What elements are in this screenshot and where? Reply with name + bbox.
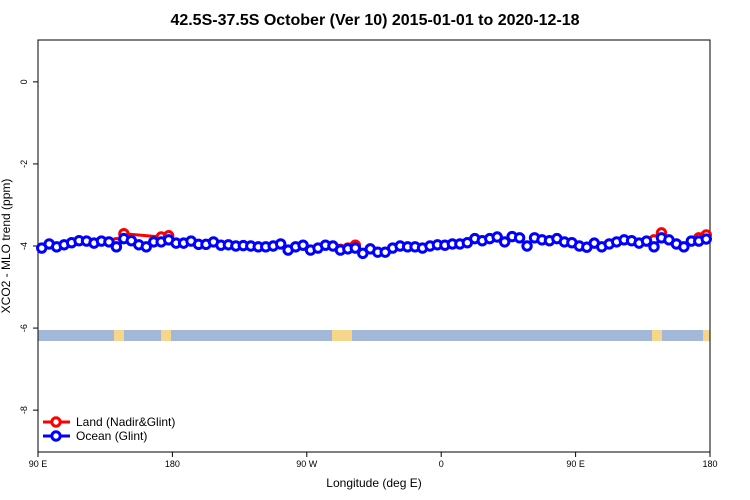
point <box>648 241 660 253</box>
point <box>491 231 503 243</box>
point <box>513 232 526 244</box>
y-tick-label: -8 <box>19 406 29 414</box>
x-tick-label: 180 <box>165 459 180 469</box>
point <box>700 233 712 245</box>
x-tick-label: 180 <box>702 459 717 469</box>
x-tick-label: 90 E <box>29 459 48 469</box>
y-tick-label: -4 <box>19 242 29 250</box>
land-patch <box>332 330 352 341</box>
point <box>140 241 152 253</box>
point <box>297 239 309 251</box>
legend-label: Land (Nadir&Glint) <box>76 415 175 429</box>
y-tick-label: -6 <box>19 324 29 332</box>
point <box>640 235 653 247</box>
surface-strip <box>38 330 710 341</box>
point <box>521 240 533 252</box>
y-tick-label: 0 <box>19 79 29 84</box>
point <box>349 242 362 254</box>
legend-marker <box>50 416 62 428</box>
point <box>498 236 511 248</box>
land-patch <box>114 330 124 341</box>
legend-marker <box>50 430 62 442</box>
legend-label: Ocean (Glint) <box>76 429 147 443</box>
y-tick-label: -2 <box>19 160 29 168</box>
point <box>103 236 115 248</box>
chart-title: 42.5S-37.5S October (Ver 10) 2015-01-01 … <box>170 12 579 29</box>
point <box>274 238 287 250</box>
x-tick-label: 0 <box>439 459 444 469</box>
point <box>678 241 690 253</box>
land-patch <box>161 330 171 341</box>
land-patch <box>703 330 710 341</box>
point <box>110 241 123 253</box>
x-tick-label: 90 W <box>296 459 318 469</box>
x-axis-label: Longitude (deg E) <box>326 476 421 490</box>
ocean-strip <box>38 330 710 341</box>
land-patch <box>652 330 662 341</box>
y-axis-label: XCO2 - MLO trend (ppm) <box>0 179 13 314</box>
x-tick-label: 90 E <box>566 459 585 469</box>
